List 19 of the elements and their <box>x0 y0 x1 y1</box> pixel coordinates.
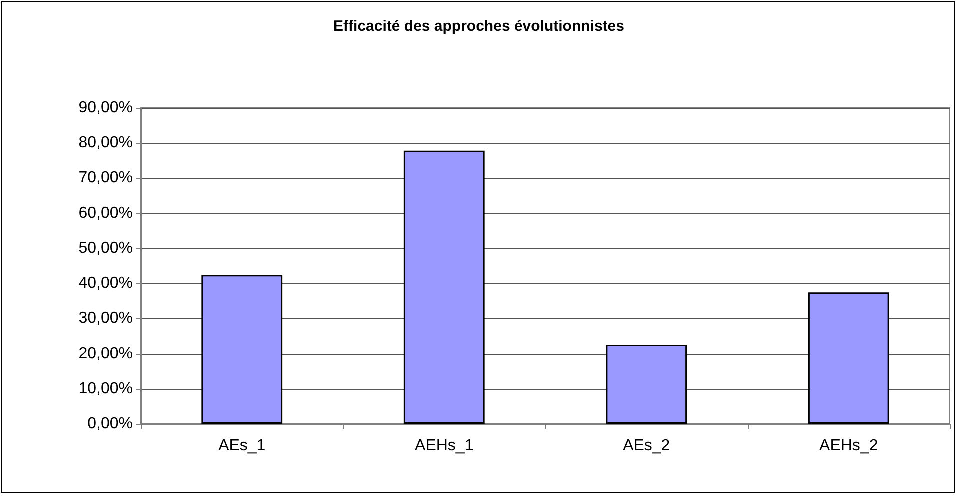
y-tick-label: 50,00% <box>78 240 133 257</box>
x-tick-label: AEs_1 <box>218 438 266 454</box>
y-tick-label: 40,00% <box>78 275 133 292</box>
y-tick-label: 80,00% <box>78 134 133 152</box>
bar <box>606 345 688 424</box>
y-tick-label: 20,00% <box>78 345 133 362</box>
x-tick-label: AEHs_2 <box>820 438 878 454</box>
bar <box>404 150 485 424</box>
x-tick-label: AEs_2 <box>623 438 670 454</box>
y-tick-label: 0,00% <box>88 416 133 432</box>
bar <box>808 292 890 424</box>
x-tick-label: AEHs_1 <box>415 438 474 454</box>
y-tick-label: 70,00% <box>78 170 133 187</box>
y-tick-label: 60,00% <box>78 204 133 222</box>
y-tick-label: 10,00% <box>78 380 133 398</box>
y-tick-label: 90,00% <box>78 100 133 116</box>
bar <box>202 275 283 424</box>
y-tick-label: 30,00% <box>78 310 133 328</box>
chart-title: Efficacité des approches évolutionnistes <box>334 18 624 35</box>
